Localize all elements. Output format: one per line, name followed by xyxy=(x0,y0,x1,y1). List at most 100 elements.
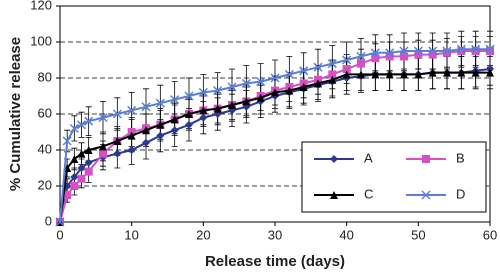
marker xyxy=(156,131,165,140)
marker xyxy=(113,137,122,145)
marker xyxy=(70,173,79,181)
y-tick-label: 40 xyxy=(38,141,52,156)
marker xyxy=(77,149,86,158)
marker xyxy=(471,44,481,54)
x-tick-label: 60 xyxy=(483,227,497,242)
y-tick-label: 80 xyxy=(38,69,52,84)
marker xyxy=(76,120,87,130)
marker xyxy=(443,48,451,57)
marker xyxy=(84,158,93,167)
marker xyxy=(328,70,337,79)
marker xyxy=(170,115,179,124)
marker xyxy=(84,146,93,154)
x-tick-label: 0 xyxy=(56,227,63,242)
marker xyxy=(127,146,136,154)
marker xyxy=(385,70,394,79)
marker xyxy=(213,104,222,113)
marker xyxy=(185,110,193,118)
marker xyxy=(456,44,466,54)
x-tick-label: 10 xyxy=(124,227,138,242)
marker xyxy=(314,79,322,88)
x-tick-label: 20 xyxy=(196,227,210,242)
legend: A B C D xyxy=(301,141,487,213)
marker xyxy=(299,83,308,91)
legend-label: B xyxy=(456,150,465,165)
marker xyxy=(486,47,494,55)
marker xyxy=(400,70,408,79)
marker xyxy=(184,91,194,101)
marker xyxy=(357,70,365,79)
y-tick-label: 20 xyxy=(38,177,52,192)
marker xyxy=(185,120,193,129)
marker xyxy=(443,68,451,77)
marker xyxy=(413,46,423,56)
marker xyxy=(442,46,452,56)
legend-box xyxy=(301,141,487,213)
x-tick-label: 50 xyxy=(411,227,425,242)
marker xyxy=(127,105,137,115)
marker xyxy=(155,98,165,108)
x-axis-title: Release time (days) xyxy=(205,253,345,270)
marker xyxy=(170,95,180,105)
marker xyxy=(471,47,480,55)
y-tick-label: 120 xyxy=(30,0,52,12)
marker xyxy=(127,131,136,140)
y-tick-label: 60 xyxy=(38,105,52,120)
marker xyxy=(227,82,237,92)
legend-label: C xyxy=(364,186,373,201)
marker xyxy=(457,47,466,55)
marker xyxy=(356,51,366,61)
marker xyxy=(141,102,151,112)
marker xyxy=(486,68,494,77)
marker xyxy=(156,120,165,129)
marker xyxy=(55,217,65,227)
marker xyxy=(457,68,466,77)
marker xyxy=(330,155,338,163)
marker xyxy=(428,68,437,77)
marker xyxy=(63,191,72,199)
marker xyxy=(84,167,93,176)
marker xyxy=(400,52,408,61)
marker xyxy=(422,155,430,163)
marker xyxy=(328,75,337,84)
marker xyxy=(241,78,251,88)
marker xyxy=(313,62,323,72)
marker xyxy=(371,70,380,79)
marker xyxy=(99,142,107,151)
marker xyxy=(371,54,380,63)
marker xyxy=(428,46,438,56)
marker xyxy=(385,48,395,58)
plot-frame xyxy=(59,5,491,223)
marker xyxy=(84,116,94,126)
marker xyxy=(63,182,72,190)
marker xyxy=(142,138,150,147)
marker xyxy=(342,70,351,79)
marker xyxy=(98,113,108,123)
marker xyxy=(170,126,179,135)
marker xyxy=(270,73,280,83)
marker xyxy=(77,174,86,183)
x-tick-label: 40 xyxy=(339,227,353,242)
marker xyxy=(77,164,86,172)
marker xyxy=(284,69,294,79)
marker xyxy=(271,88,279,97)
marker xyxy=(256,77,266,87)
marker xyxy=(70,155,79,163)
marker xyxy=(256,93,265,102)
marker xyxy=(242,97,251,106)
y-axis-title: % Cumulative release xyxy=(7,37,24,191)
marker xyxy=(228,101,236,109)
marker xyxy=(485,44,495,54)
marker xyxy=(330,191,338,199)
marker xyxy=(370,48,380,58)
x-tick-label: 30 xyxy=(268,227,282,242)
marker xyxy=(213,86,223,96)
legend-label: A xyxy=(364,150,373,165)
marker xyxy=(414,50,423,59)
marker xyxy=(113,149,122,158)
y-tick-label: 0 xyxy=(45,213,52,228)
marker xyxy=(399,46,409,56)
marker xyxy=(62,136,72,146)
marker xyxy=(385,52,394,61)
